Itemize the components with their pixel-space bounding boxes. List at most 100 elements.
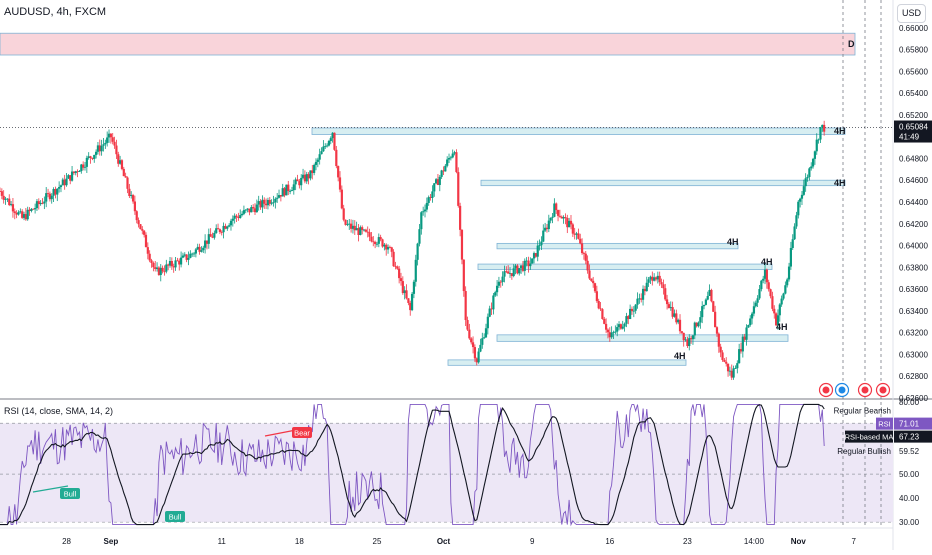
candle	[403, 290, 406, 294]
candle	[233, 215, 236, 219]
candle	[555, 203, 558, 211]
candle	[325, 145, 329, 147]
candle	[545, 227, 549, 230]
candle	[168, 260, 172, 266]
candle	[547, 220, 550, 230]
candle	[48, 193, 51, 200]
price-pane[interactable]	[0, 0, 893, 398]
candle	[684, 339, 687, 341]
candle	[606, 329, 610, 333]
candle	[8, 198, 11, 206]
candle	[314, 161, 318, 165]
candle	[647, 279, 650, 283]
candle	[688, 338, 691, 347]
candle	[117, 154, 120, 164]
candle	[28, 209, 31, 211]
candle	[518, 268, 521, 274]
candle	[747, 325, 750, 328]
rsi-ma-name-badge	[845, 430, 893, 443]
candle	[810, 166, 813, 169]
candle	[289, 190, 292, 192]
candle	[309, 170, 312, 179]
price-axis[interactable]: 0.66000 0.65800 0.65600 0.65400 0.65200 0.650…	[899, 24, 928, 403]
candle	[301, 174, 305, 178]
h4-demand-zone	[311, 127, 846, 135]
symbol-title[interactable]: AUDUSD, 4h, FXCM	[4, 6, 107, 18]
candle	[649, 276, 652, 280]
candle	[19, 211, 22, 213]
time-tick-label: Sep	[104, 537, 119, 546]
candle	[63, 179, 66, 186]
candle	[726, 363, 730, 372]
candle	[765, 269, 768, 283]
candle	[107, 133, 111, 138]
currency-button[interactable]: USD	[897, 4, 926, 23]
candle	[179, 257, 183, 265]
candle	[189, 253, 192, 258]
candle	[9, 204, 13, 206]
candle	[72, 171, 76, 174]
candle	[320, 151, 323, 155]
zone-label: D	[848, 39, 855, 49]
candle	[91, 158, 94, 159]
candle	[192, 253, 196, 255]
candle	[85, 157, 88, 167]
rsi-band	[0, 423, 893, 523]
h4-demand-zone	[447, 359, 687, 366]
candle	[176, 260, 179, 262]
rsi-indicator-title[interactable]: RSI (14, close, SMA, 14, 2)	[4, 406, 114, 416]
candle	[597, 301, 600, 309]
candle	[45, 193, 48, 202]
candle	[455, 152, 458, 173]
candle	[558, 215, 562, 217]
rsi-ma-line	[0, 403, 825, 526]
candle	[163, 271, 166, 273]
candle	[416, 243, 419, 260]
candle	[571, 224, 574, 234]
candle	[222, 225, 225, 233]
candle	[327, 141, 331, 146]
candle	[337, 166, 340, 178]
candle	[795, 215, 798, 227]
candle	[614, 331, 617, 333]
price-tick-label: 0.63200	[899, 329, 928, 338]
candle	[143, 230, 146, 235]
candle	[218, 229, 221, 232]
candle	[512, 268, 515, 277]
candle	[442, 170, 445, 172]
candle	[353, 225, 356, 231]
candle	[701, 306, 704, 318]
candle	[287, 184, 290, 192]
candle	[714, 311, 717, 328]
candle	[464, 291, 467, 321]
divergence-tag-label: Bear	[294, 429, 310, 438]
candle	[815, 139, 818, 152]
candle	[69, 175, 72, 181]
candle	[551, 216, 554, 218]
candle	[599, 308, 602, 310]
candle	[446, 159, 449, 166]
candle	[510, 273, 513, 277]
candle	[629, 308, 632, 320]
price-tick-label: 0.65200	[899, 111, 928, 120]
price-tick-label: 0.64400	[899, 198, 928, 207]
candle	[730, 370, 733, 378]
candle	[420, 212, 423, 230]
time-axis[interactable]: 28 Sep 11 18 25 Oct 9 16 23 14:00 Nov 7	[62, 537, 856, 546]
candle	[686, 339, 689, 347]
time-tick-label: 11	[218, 537, 227, 546]
candle	[74, 171, 77, 174]
candle	[2, 195, 5, 200]
candle	[135, 211, 138, 221]
candle	[205, 240, 209, 244]
h4-demand-zone	[480, 179, 846, 187]
candle	[204, 240, 207, 248]
candle	[769, 289, 772, 297]
divergence-tag-label: Bull	[169, 513, 182, 522]
candle	[30, 208, 33, 211]
price-tick-label: 0.63400	[899, 307, 928, 316]
candle	[322, 146, 325, 152]
candle	[377, 237, 380, 244]
